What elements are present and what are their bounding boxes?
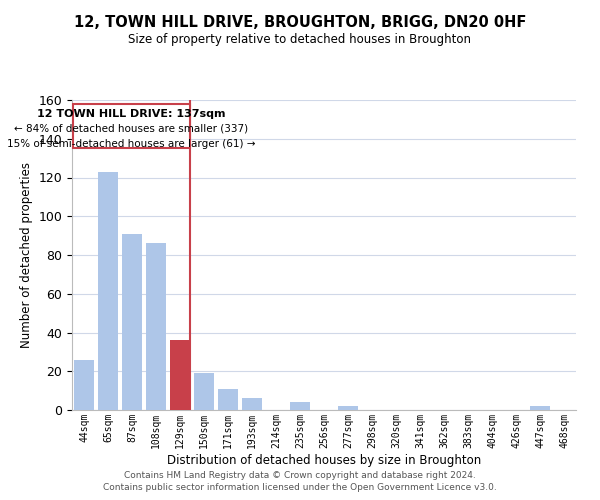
Bar xyxy=(122,234,142,410)
Bar xyxy=(242,398,262,410)
Bar xyxy=(530,406,550,410)
Bar xyxy=(194,373,214,410)
Bar xyxy=(146,244,166,410)
Y-axis label: Number of detached properties: Number of detached properties xyxy=(20,162,33,348)
Bar xyxy=(290,402,310,410)
X-axis label: Distribution of detached houses by size in Broughton: Distribution of detached houses by size … xyxy=(167,454,481,466)
Text: 12, TOWN HILL DRIVE, BROUGHTON, BRIGG, DN20 0HF: 12, TOWN HILL DRIVE, BROUGHTON, BRIGG, D… xyxy=(74,15,526,30)
FancyBboxPatch shape xyxy=(73,104,190,148)
Text: Size of property relative to detached houses in Broughton: Size of property relative to detached ho… xyxy=(128,32,472,46)
Bar xyxy=(218,388,238,410)
Text: Contains public sector information licensed under the Open Government Licence v3: Contains public sector information licen… xyxy=(103,484,497,492)
Text: ← 84% of detached houses are smaller (337): ← 84% of detached houses are smaller (33… xyxy=(14,123,248,133)
Text: 15% of semi-detached houses are larger (61) →: 15% of semi-detached houses are larger (… xyxy=(7,138,256,149)
Bar xyxy=(98,172,118,410)
Text: 12 TOWN HILL DRIVE: 137sqm: 12 TOWN HILL DRIVE: 137sqm xyxy=(37,108,226,118)
Bar xyxy=(338,406,358,410)
Bar xyxy=(170,340,190,410)
Text: Contains HM Land Registry data © Crown copyright and database right 2024.: Contains HM Land Registry data © Crown c… xyxy=(124,471,476,480)
Bar xyxy=(74,360,94,410)
